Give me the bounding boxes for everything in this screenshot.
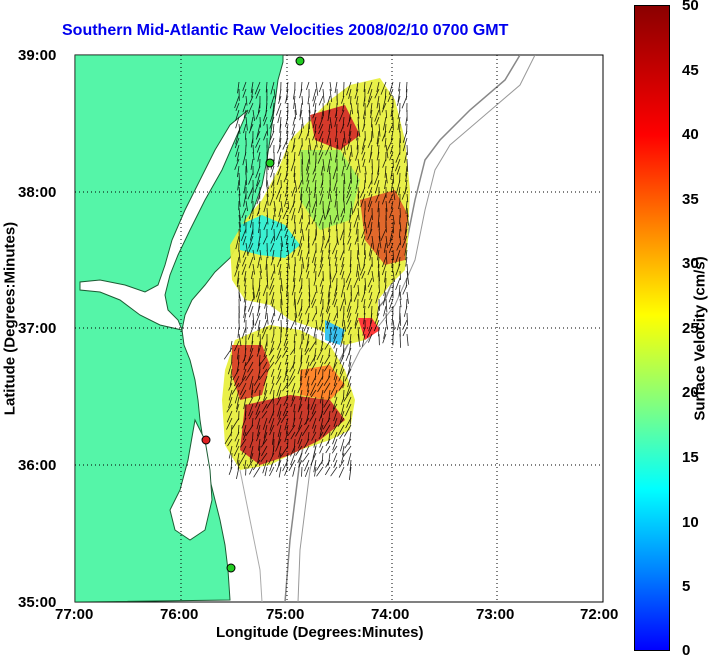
y-tick: 37:00 [18, 320, 57, 337]
colorbar-tick: 50 [682, 0, 699, 14]
y-tick: 38:00 [18, 184, 57, 201]
chesapeake-bay [79, 109, 249, 331]
station-marker [201, 435, 211, 445]
colorbar-tick: 45 [682, 62, 699, 79]
station-marker [265, 158, 275, 168]
x-tick: 75:00 [266, 606, 305, 623]
colorbar-tick: 0 [682, 642, 691, 659]
y-tick: 39:00 [18, 47, 57, 64]
map-grid [75, 55, 603, 602]
x-tick: 72:00 [580, 606, 619, 623]
colorbar-tick: 25 [682, 320, 699, 337]
x-tick: 76:00 [160, 606, 199, 623]
y-tick: 35:00 [18, 594, 57, 611]
colorbar-tick: 35 [682, 191, 699, 208]
station-marker [295, 56, 305, 66]
y-tick: 36:00 [18, 457, 57, 474]
y-axis-label: Latitude (Degrees:Minutes) [1, 221, 19, 416]
x-tick: 74:00 [371, 606, 410, 623]
colorbar-tick: 15 [682, 449, 699, 466]
map-title: Southern Mid-Atlantic Raw Velocities 200… [62, 22, 509, 39]
velocity-vectors [223, 81, 410, 480]
x-tick: 77:00 [55, 606, 94, 623]
x-tick: 73:00 [476, 606, 515, 623]
colorbar-tick: 10 [682, 514, 699, 531]
colorbar-tick: 40 [682, 126, 699, 143]
colorbar-tick: 30 [682, 255, 699, 272]
colorbar [634, 5, 670, 651]
colorbar-tick: 5 [682, 578, 691, 595]
station-marker [226, 563, 236, 573]
sound-water [169, 418, 213, 541]
colorbar-tick: 20 [682, 384, 699, 401]
x-axis-label: Longitude (Degrees:Minutes) [216, 624, 424, 641]
